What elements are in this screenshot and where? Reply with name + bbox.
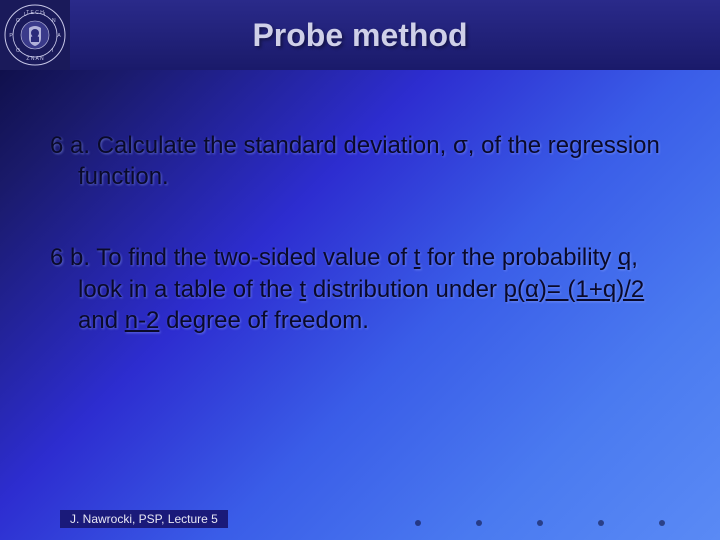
sigma-symbol: σ bbox=[453, 132, 468, 159]
university-seal-logo: T E C H Z N A N P A O N O I L I bbox=[0, 0, 70, 70]
para-text: for the probability bbox=[420, 244, 617, 271]
paragraph-6b: 6 b. To find the two-sided value of t fo… bbox=[50, 242, 680, 336]
dot-icon bbox=[537, 520, 543, 526]
para-prefix: 6 a. bbox=[50, 132, 97, 159]
svg-text:T E C H: T E C H bbox=[26, 10, 44, 16]
para-text: distribution under bbox=[306, 276, 503, 303]
footer-label: J. Nawrocki, PSP, Lecture 5 bbox=[60, 510, 228, 528]
svg-text:N: N bbox=[52, 18, 56, 24]
para-text: To find the two-sided value of bbox=[96, 244, 414, 271]
svg-text:L: L bbox=[24, 12, 27, 18]
dot-icon bbox=[598, 520, 604, 526]
para-prefix: 6 b. bbox=[50, 244, 96, 271]
dot-icon bbox=[659, 520, 665, 526]
formula-p-alpha: p(α)= (1+q)/2 bbox=[504, 276, 645, 303]
para-text: degree of freedom. bbox=[159, 307, 368, 334]
slide-body: 6 a. Calculate the standard deviation, σ… bbox=[0, 70, 720, 336]
para-text: Calculate the standard deviation, bbox=[97, 132, 453, 159]
svg-text:I: I bbox=[52, 48, 53, 54]
svg-text:Z N A N: Z N A N bbox=[26, 56, 44, 62]
header-bar: T E C H Z N A N P A O N O I L I Probe me… bbox=[0, 0, 720, 70]
paragraph-6a: 6 a. Calculate the standard deviation, σ… bbox=[50, 130, 680, 192]
svg-text:O: O bbox=[16, 48, 20, 54]
decor-dots bbox=[415, 520, 665, 526]
var-n-minus-2: n-2 bbox=[125, 307, 160, 334]
dot-icon bbox=[415, 520, 421, 526]
dot-icon bbox=[476, 520, 482, 526]
svg-text:I: I bbox=[44, 12, 45, 18]
para-text: and bbox=[78, 307, 125, 334]
svg-text:O: O bbox=[16, 18, 20, 24]
slide-title: Probe method bbox=[70, 17, 720, 54]
var-q: q bbox=[618, 244, 631, 271]
